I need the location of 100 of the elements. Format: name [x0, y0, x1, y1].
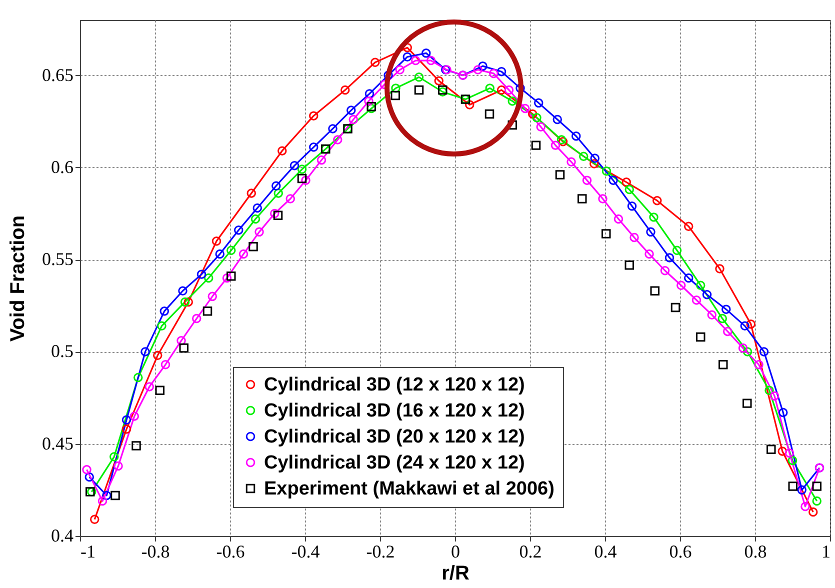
- point: [192, 314, 202, 324]
- point: [414, 85, 424, 95]
- point: [582, 176, 592, 185]
- point: [484, 109, 494, 119]
- point: [652, 196, 662, 206]
- point: [426, 56, 436, 66]
- point: [157, 321, 166, 331]
- point: [572, 131, 581, 141]
- point: [84, 472, 94, 482]
- point: [309, 111, 318, 120]
- point: [602, 166, 612, 176]
- point: [254, 227, 264, 237]
- point: [414, 72, 424, 82]
- point: [696, 332, 706, 342]
- point: [272, 181, 281, 190]
- point: [160, 360, 170, 370]
- point: [696, 280, 706, 290]
- point: [746, 319, 756, 329]
- point: [160, 306, 169, 316]
- x-tick-label: 0.6: [669, 542, 692, 562]
- y-tick-label: 0.45: [42, 433, 74, 454]
- point: [485, 84, 494, 93]
- point: [715, 264, 724, 274]
- point: [290, 160, 300, 170]
- point: [742, 398, 752, 408]
- point: [316, 155, 326, 165]
- point: [328, 124, 338, 134]
- point: [434, 76, 444, 86]
- point: [82, 465, 92, 474]
- point: [422, 48, 431, 58]
- point: [273, 210, 283, 220]
- point: [144, 382, 154, 392]
- x-tick-label: 1: [822, 542, 830, 562]
- point: [215, 249, 224, 259]
- point: [301, 176, 310, 185]
- point: [722, 304, 731, 314]
- point: [630, 232, 639, 242]
- point: [411, 56, 420, 66]
- x-tick-label: -0.6: [216, 542, 245, 562]
- y-tick-label: 0.6: [51, 156, 74, 177]
- x-tick-label: -0.8: [141, 542, 170, 562]
- x-tick-label: -0.4: [291, 542, 320, 562]
- point: [496, 66, 506, 76]
- x-tick-label: 0.4: [594, 542, 617, 562]
- point: [684, 273, 694, 283]
- point: [473, 65, 482, 74]
- point: [670, 302, 680, 312]
- point: [122, 424, 132, 434]
- point: [622, 178, 631, 187]
- point: [598, 194, 608, 204]
- point: [797, 485, 806, 495]
- point: [788, 456, 798, 466]
- point: [650, 286, 660, 296]
- point: [179, 343, 188, 353]
- point: [578, 194, 587, 204]
- point: [140, 347, 150, 356]
- point: [286, 194, 295, 204]
- point: [178, 286, 188, 296]
- point: [566, 157, 576, 167]
- point: [402, 52, 412, 62]
- point: [718, 314, 727, 324]
- point: [184, 297, 193, 307]
- point: [340, 85, 350, 95]
- point: [226, 272, 236, 281]
- point: [742, 347, 752, 356]
- point: [676, 280, 686, 290]
- point: [130, 412, 139, 421]
- point: [176, 336, 186, 346]
- point: [155, 386, 164, 396]
- point: [346, 106, 356, 115]
- point: [608, 176, 618, 185]
- x-axis-title: r/R: [442, 562, 470, 584]
- point: [196, 270, 206, 279]
- point: [222, 273, 232, 283]
- point: [234, 225, 244, 235]
- point: [496, 85, 506, 95]
- y-axis-title: Void Fraction: [7, 215, 29, 342]
- point: [664, 253, 674, 262]
- point: [309, 142, 318, 152]
- point: [707, 310, 716, 320]
- point: [102, 490, 112, 500]
- point: [110, 452, 119, 462]
- point: [297, 164, 307, 174]
- point: [122, 415, 132, 425]
- point: [627, 202, 637, 211]
- point: [348, 114, 358, 124]
- point: [614, 214, 624, 224]
- point: [278, 146, 287, 156]
- point: [508, 96, 517, 106]
- point: [808, 507, 818, 517]
- point: [532, 113, 542, 122]
- point: [110, 490, 120, 500]
- point: [624, 260, 634, 270]
- point: [684, 222, 694, 232]
- point: [754, 360, 764, 370]
- point: [252, 203, 262, 213]
- point: [660, 266, 670, 276]
- point: [238, 249, 248, 259]
- point: [552, 114, 562, 124]
- point: [504, 85, 514, 95]
